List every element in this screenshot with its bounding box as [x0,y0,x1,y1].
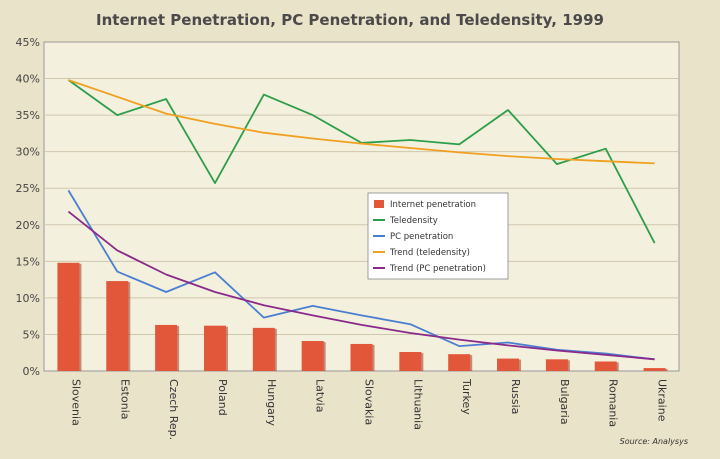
bar [545,359,568,371]
y-axis-ticks: 0% 5% 10% 15% 20% 25% 30% 35% 40% 45% [16,36,40,378]
bar [106,281,129,371]
x-tick-label: Latvia [314,379,327,413]
legend-box [367,192,509,280]
bar [594,361,617,371]
series-line [68,79,655,165]
series-line [67,210,655,361]
bar [252,327,275,371]
x-tick-label: Ukraine [656,379,669,422]
bar [203,325,226,371]
legend: Internet penetration Teledensity PC penetr… [367,192,509,280]
bar [448,354,471,371]
legend-label: Trend (teledensity) [389,248,470,258]
legend-label: PC penetration [390,232,453,242]
y-tick-label: 45% [16,36,40,49]
y-tick-label: 5% [23,328,40,341]
bar [497,358,520,371]
line-series [67,79,656,361]
bar [57,262,80,371]
x-tick-label: Poland [216,379,229,416]
bar [350,343,373,371]
legend-label: Trend (PC penetration) [389,264,486,274]
grid-lines [44,78,679,335]
y-tick-label: 15% [16,255,40,268]
x-tick-label: Hungary [265,379,278,426]
legend-swatch [374,200,384,208]
x-tick-label: Russia [509,379,522,414]
y-tick-label: 35% [16,109,40,122]
source-note: Source: Analysys [620,437,688,446]
x-tick-label: Lithuania [411,379,424,430]
bar [155,324,178,371]
chart-title: Internet Penetration, PC Penetration, an… [96,11,604,29]
y-tick-label: 20% [16,219,40,232]
bar [399,351,422,371]
x-axis-categories: Slovenia Estonia Czech Rep. Poland Hungary La… [69,378,668,440]
x-tick-label: Estonia [118,379,131,420]
legend-label: Internet penetration [390,200,476,210]
x-tick-label: Czech Rep. [167,379,180,440]
x-tick-label: Slovakia [363,379,376,425]
bar [643,368,666,371]
y-tick-label: 40% [16,73,40,86]
legend-label: Teledensity [389,216,438,226]
bar [301,341,324,371]
y-tick-label: 30% [16,146,40,159]
x-tick-label: Bulgaria [558,379,571,425]
y-tick-label: 10% [16,292,40,305]
y-tick-label: 0% [23,365,40,378]
x-tick-label: Turkey [460,378,473,415]
plot-area [43,41,680,372]
x-tick-label: Slovenia [69,379,82,426]
x-tick-label: Romania [607,379,620,427]
bar-series [57,262,668,371]
y-tick-label: 25% [16,182,40,195]
